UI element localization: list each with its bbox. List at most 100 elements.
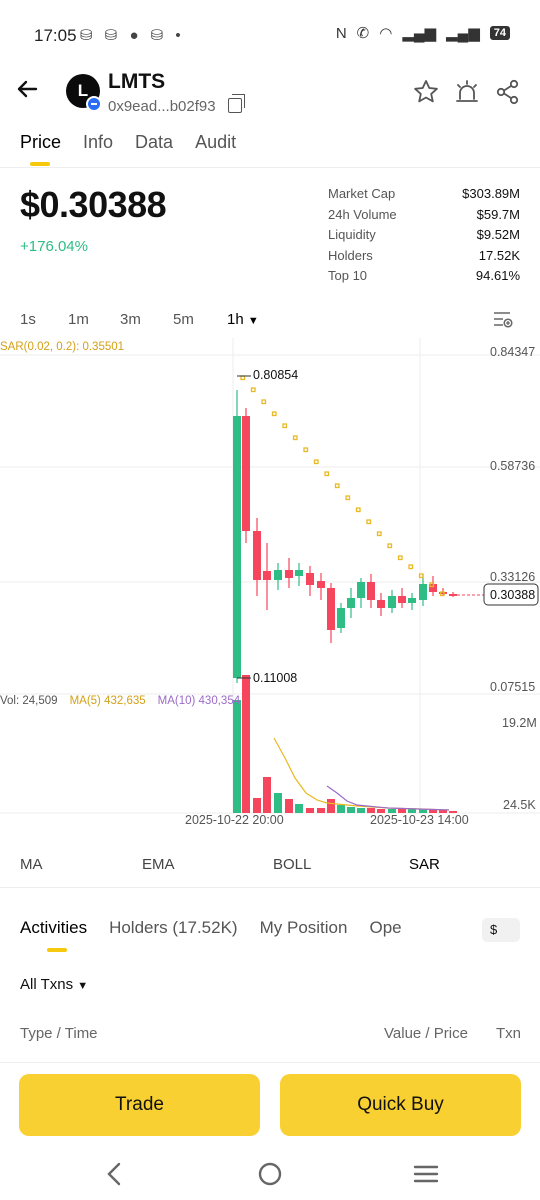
stat-24h-volume: 24h Volume $59.7M (328, 206, 520, 222)
vol-tick-max: 19.2M (502, 716, 537, 730)
sar-dot (408, 564, 414, 570)
share-button[interactable] (494, 78, 522, 106)
main-tabs: Price Info Data Audit (20, 132, 237, 166)
candle-body (429, 584, 437, 592)
tab-activities[interactable]: Activities (20, 918, 87, 952)
system-nav-bar (0, 1155, 540, 1195)
tabs-divider (0, 167, 540, 168)
indicator-divider (0, 887, 540, 888)
favorite-button[interactable] (412, 78, 440, 106)
back-button[interactable] (14, 76, 44, 106)
tab-my-position[interactable]: My Position (259, 918, 348, 937)
y-tick-label: 0.07515 (490, 680, 535, 694)
candle-body (377, 600, 385, 608)
settings-lines-icon (494, 312, 513, 328)
tab-audit[interactable]: Audit (195, 132, 237, 152)
sar-dot (261, 399, 267, 405)
stat-market-cap: Market Cap $303.89M (328, 186, 520, 201)
volume-bar (357, 808, 365, 813)
volume-bar (408, 809, 416, 813)
nav-back-icon[interactable] (104, 1161, 124, 1187)
chevron-down-icon: ▼ (247, 315, 259, 327)
price-alert-button[interactable] (453, 78, 481, 106)
candle-body (419, 584, 427, 600)
token-address[interactable]: 0x9ead...b02f93 (108, 98, 216, 115)
indicator-boll[interactable]: BOLL (273, 856, 312, 873)
volume-bar (295, 804, 303, 813)
sar-dot (418, 573, 424, 579)
volume-bar (233, 700, 241, 813)
nfc-icon: N (335, 24, 347, 42)
price-chart[interactable]: 0.84347 0.58736 0.33126 0.07515 0.80854 0.110… (0, 338, 540, 828)
system-icons: N ✆ ◠ ▂▄▆ ▂▄▆ 74 (336, 24, 510, 42)
volume-bar (337, 805, 345, 813)
interval-3m[interactable]: 3m (120, 311, 141, 328)
nav-home-icon[interactable] (257, 1161, 283, 1187)
indicator-ma[interactable]: MA (20, 856, 43, 873)
volume-bar (377, 809, 385, 813)
x-tick-label: 2025-10-23 14:00 (370, 813, 469, 827)
volume-bar (367, 808, 375, 813)
interval-1h[interactable]: 1h ▼ (227, 311, 259, 328)
status-bar: 17:05 ⛁ ⛁ ● ⛁ • N ✆ ◠ ▂▄▆ ▂▄▆ 74 (0, 0, 540, 70)
nav-menu-icon[interactable] (413, 1164, 439, 1184)
candle-body (253, 531, 261, 580)
indicator-sar[interactable]: SAR (409, 856, 440, 873)
wifi-icon: ◠ (379, 25, 393, 42)
sar-dot (292, 435, 298, 441)
volume-bar (388, 809, 396, 813)
ma10-line (326, 785, 450, 811)
interval-1s[interactable]: 1s (20, 311, 36, 328)
sar-dot (366, 519, 372, 525)
sar-dot (240, 375, 246, 381)
star-icon (414, 80, 438, 103)
copy-icon[interactable] (228, 94, 245, 113)
ma5-line (273, 737, 450, 811)
candle-body (337, 608, 345, 628)
interval-5m[interactable]: 5m (173, 311, 194, 328)
token-name: LMTS (108, 70, 166, 93)
candle-body (439, 592, 447, 594)
sar-dot (397, 555, 403, 561)
tab-info[interactable]: Info (83, 132, 114, 152)
token-logo: L (66, 74, 100, 108)
status-time: 17:05 (34, 26, 77, 45)
current-price: $0.30388 (20, 184, 167, 225)
last-price-label: 0.30388 (490, 588, 535, 602)
volume-bar (347, 807, 355, 813)
sar-dot (355, 507, 361, 513)
ma10-value: MA(10) 430,354 (157, 695, 241, 707)
vol-value: Vol: 24,509 (0, 695, 58, 707)
sar-dot (387, 543, 393, 549)
vol-tick-min: 24.5K (503, 798, 536, 812)
low-price-label: 0.11008 (253, 671, 297, 685)
sar-dot (376, 531, 382, 537)
volume-bar (242, 675, 250, 813)
txn-filter[interactable]: All Txns ▼ (20, 976, 89, 993)
interval-1m[interactable]: 1m (68, 311, 89, 328)
sar-indicator-label: SAR(0.02, 0.2): 0.35501 (0, 341, 125, 353)
volume-legend: Vol: 24,509 MA(5) 432,635 MA(10) 430,354 (0, 695, 240, 707)
candle-body (388, 596, 396, 608)
tab-open-orders[interactable]: Ope (369, 918, 402, 937)
volume-bar (263, 777, 271, 813)
col-type-time: Type / Time (20, 1025, 98, 1042)
tab-holders[interactable]: Holders (17.52K) (109, 918, 238, 937)
token-stats: Market Cap $303.89M 24h Volume $59.7M Liqu… (328, 186, 520, 289)
y-tick-label: 0.33126 (490, 570, 535, 584)
tab-data[interactable]: Data (135, 132, 174, 152)
indicator-settings-button[interactable] (492, 310, 514, 328)
trade-button[interactable]: Trade (19, 1074, 260, 1136)
indicator-ema[interactable]: EMA (142, 856, 175, 873)
volume-bar (306, 808, 314, 813)
y-tick-label: 0.84347 (490, 345, 535, 359)
price-change: +176.04% (20, 238, 88, 255)
candle-body (327, 588, 335, 630)
activity-tabs: Activities Holders (17.52K) My Position … (20, 918, 402, 952)
quick-buy-button[interactable]: Quick Buy (280, 1074, 521, 1136)
interval-selector: 1s 1m 3m 5m 1h ▼ (20, 311, 259, 328)
tab-price[interactable]: Price (20, 132, 61, 166)
currency-toggle[interactable]: $ (482, 918, 520, 942)
notification-icons: ⛁ ⛁ ● ⛁ • (80, 27, 185, 44)
volume-bar (439, 810, 447, 813)
